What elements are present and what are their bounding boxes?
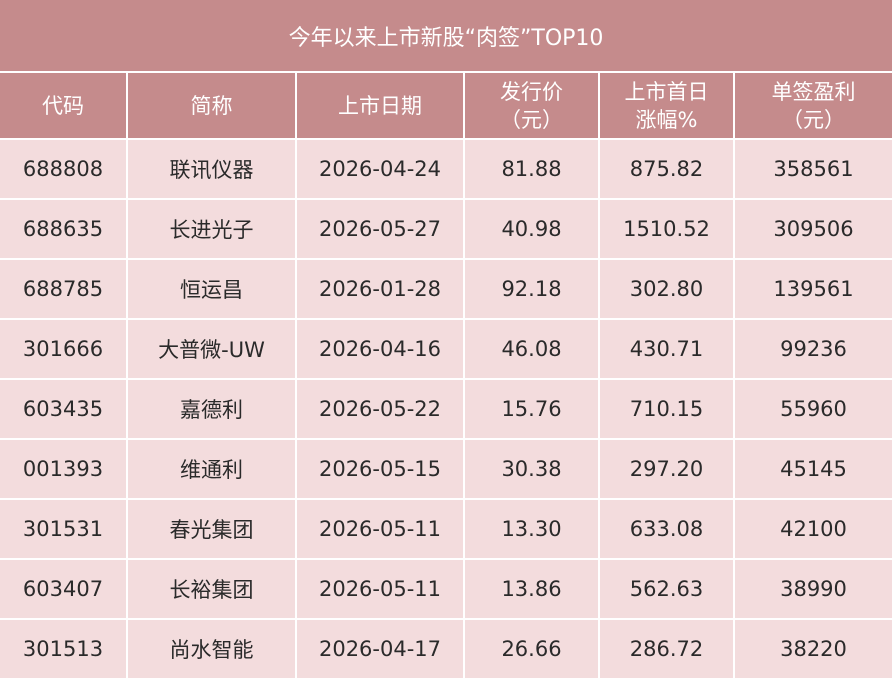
header-cell: 代码 <box>0 71 128 138</box>
table-cell: 38220 <box>735 618 892 678</box>
table-cell: 688808 <box>0 138 128 198</box>
table-cell: 875.82 <box>600 138 735 198</box>
table-cell: 603407 <box>0 558 128 618</box>
table-cell: 2026-05-22 <box>297 378 465 438</box>
table-cell: 562.63 <box>600 558 735 618</box>
table-cell: 30.38 <box>465 438 600 498</box>
header-cell: 上市日期 <box>297 71 465 138</box>
table-cell: 92.18 <box>465 258 600 318</box>
table-cell: 302.80 <box>600 258 735 318</box>
header-text: 代码 <box>42 93 84 118</box>
table-cell: 42100 <box>735 498 892 558</box>
table-row: 301513 尚水智能 2026-04-17 26.66 286.72 38220 <box>0 618 892 678</box>
table-cell: 309506 <box>735 198 892 258</box>
table-cell: 长裕集团 <box>128 558 297 618</box>
table-row: 688635 长进光子 2026-05-27 40.98 1510.52 309506 <box>0 198 892 258</box>
table-row: 603435 嘉德利 2026-05-22 15.76 710.15 55960 <box>0 378 892 438</box>
table-cell: 99236 <box>735 318 892 378</box>
table-title: 今年以来上市新股“肉签”TOP10 <box>0 0 892 71</box>
table-cell: 301531 <box>0 498 128 558</box>
table-cell: 长进光子 <box>128 198 297 258</box>
table-row: 688808 联讯仪器 2026-04-24 81.88 875.82 358561 <box>0 138 892 198</box>
header-text: （元） <box>500 107 563 132</box>
table-row: 301666 大普微-UW 2026-04-16 46.08 430.71 99236 <box>0 318 892 378</box>
header-row: 代码 简称 上市日期 发行价 （元） 上市首日涨幅% 单签盈利 （元） <box>0 71 892 138</box>
table-cell: 嘉德利 <box>128 378 297 438</box>
header-cell: 单签盈利 （元） <box>735 71 892 138</box>
table-cell: 维通利 <box>128 438 297 498</box>
header-cell: 上市首日涨幅% <box>600 71 735 138</box>
table-cell: 710.15 <box>600 378 735 438</box>
table-cell: 633.08 <box>600 498 735 558</box>
table-cell: 301666 <box>0 318 128 378</box>
table-cell: 1510.52 <box>600 198 735 258</box>
table-cell: 恒运昌 <box>128 258 297 318</box>
table-cell: 139561 <box>735 258 892 318</box>
header-text: （元） <box>782 107 845 132</box>
table-cell: 2026-05-15 <box>297 438 465 498</box>
table-cell: 688785 <box>0 258 128 318</box>
table-cell: 603435 <box>0 378 128 438</box>
table-cell: 13.30 <box>465 498 600 558</box>
table-cell: 38990 <box>735 558 892 618</box>
table-cell: 春光集团 <box>128 498 297 558</box>
table-cell: 301513 <box>0 618 128 678</box>
header-text: 上市日期 <box>338 93 422 118</box>
table-cell: 358561 <box>735 138 892 198</box>
table-cell: 40.98 <box>465 198 600 258</box>
header-text: 简称 <box>190 93 233 118</box>
table-cell: 55960 <box>735 378 892 438</box>
table-cell: 15.76 <box>465 378 600 438</box>
table-cell: 286.72 <box>600 618 735 678</box>
table-cell: 2026-04-17 <box>297 618 465 678</box>
table-cell: 联讯仪器 <box>128 138 297 198</box>
table-cell: 46.08 <box>465 318 600 378</box>
table-cell: 2026-05-27 <box>297 198 465 258</box>
header-cell: 发行价 （元） <box>465 71 600 138</box>
table-cell: 尚水智能 <box>128 618 297 678</box>
table-cell: 2026-01-28 <box>297 258 465 318</box>
table-cell: 2026-04-16 <box>297 318 465 378</box>
table-cell: 297.20 <box>600 438 735 498</box>
table-cell: 2026-05-11 <box>297 498 465 558</box>
table-row: 688785 恒运昌 2026-01-28 92.18 302.80 139561 <box>0 258 892 318</box>
table-row: 301531 春光集团 2026-05-11 13.30 633.08 42100 <box>0 498 892 558</box>
table-cell: 26.66 <box>465 618 600 678</box>
table-cell: 2026-04-24 <box>297 138 465 198</box>
table-cell: 81.88 <box>465 138 600 198</box>
table-cell: 2026-05-11 <box>297 558 465 618</box>
header-text: 上市首日 <box>624 79 709 104</box>
table-cell: 45145 <box>735 438 892 498</box>
table-cell: 001393 <box>0 438 128 498</box>
header-text: 发行价 <box>500 79 563 104</box>
table-cell: 430.71 <box>600 318 735 378</box>
table-row: 001393 维通利 2026-05-15 30.38 297.20 45145 <box>0 438 892 498</box>
table-cell: 大普微-UW <box>128 318 297 378</box>
header-text: 涨幅% <box>635 107 698 132</box>
table-cell: 13.86 <box>465 558 600 618</box>
header-text: 单签盈利 <box>771 79 856 104</box>
table-cell: 688635 <box>0 198 128 258</box>
header-cell: 简称 <box>128 71 297 138</box>
table-row: 603407 长裕集团 2026-05-11 13.86 562.63 38990 <box>0 558 892 618</box>
